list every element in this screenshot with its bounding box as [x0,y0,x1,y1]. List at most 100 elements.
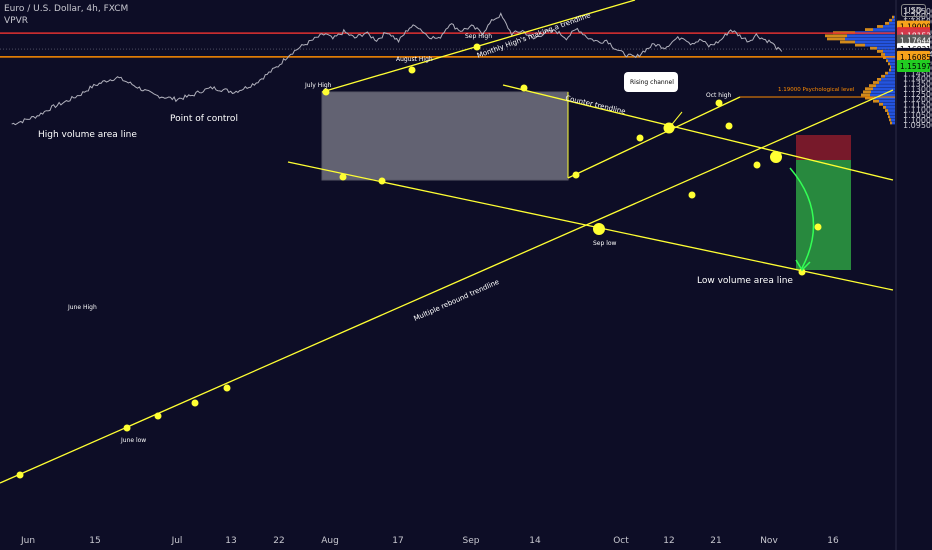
volume-bar-up [891,68,895,72]
counter-trendline-label: Counter trendline [565,94,627,116]
x-tick-label: Jul [171,536,183,546]
y-tick-label: 1.10500 [903,111,932,120]
touch-point-marker [322,88,330,96]
projection-arrow [789,167,815,269]
touch-point-marker [715,99,723,107]
touch-point-marker [572,171,580,179]
volume-bar-down [870,46,877,50]
volume-bar-up [877,46,895,50]
volume-bar-down [865,96,873,100]
multiple-rebound-trendline [0,89,894,484]
rising-channel-callout [624,72,678,92]
volume-bar-up [855,40,895,44]
volume-bar-down [855,43,865,47]
volume-bar-up [892,18,895,22]
x-tick-label: Oct [613,536,629,546]
y-tick-label: 1.12500 [903,90,932,99]
touch-point-marker [191,399,199,407]
x-tick-label: 14 [529,536,541,546]
x-tick-label: 16 [827,536,839,546]
breakout-point-marker [770,151,782,163]
psychological-level-label: 1.19000 Psychological level [778,87,855,93]
volume-bar-up [871,90,895,94]
lower-channel-trendline [287,161,894,291]
target-zone-box [796,160,851,270]
price-tag-text: 1.19000 [900,23,931,32]
touch-point-marker [16,471,24,479]
touch-point-marker [798,268,806,276]
touch-point-marker [378,177,386,185]
june-low-label: June low [120,437,146,444]
volume-bar-up [888,109,895,112]
touch-point-marker [223,384,231,392]
june-high-label: June High [67,304,97,311]
volume-bar-up [883,25,895,28]
volume-bar-up [881,77,895,81]
volume-bar-up [890,62,895,66]
volume-bar-down [865,87,873,91]
volume-bar-down [889,118,891,122]
projection-arrow-head [795,259,811,272]
multiple-rebound-trendline-label: Multiple rebound trendline [413,278,501,323]
volume-bar-up [883,102,895,106]
touch-point-marker [123,424,131,432]
stop-zone-box [796,135,851,160]
price-tag-box [897,60,930,73]
volume-bar-up [892,121,895,125]
poc-label: Point of control [170,114,238,124]
currency-badge[interactable]: USD [900,4,926,17]
volume-bar-up [865,43,895,47]
volume-bar-up [894,15,895,19]
touch-point-marker [814,223,822,231]
volume-bar-down [890,121,892,125]
volume-bar-up [847,34,895,38]
x-tick-label: 12 [663,536,674,546]
volume-bar-up [883,49,895,53]
sep-low-label: Sep low [593,240,617,247]
oct-high-label: Oct high [706,92,732,99]
y-tick-label: 1.13500 [903,80,932,89]
volume-bar-down [885,71,888,75]
volume-bar-up [845,37,895,41]
y-tick-label: 1.13000 [903,85,932,94]
touch-point-marker [753,161,761,169]
volume-bar-down [883,56,886,59]
volume-bar-up [888,71,895,75]
price-series-line [11,12,783,126]
volume-bar-up [890,115,895,119]
volume-bar-up [889,21,895,25]
monthly-highs-trendline-label: Monthly High's making a trendline [476,11,592,60]
volume-bar-up [873,28,895,31]
volume-bar-down [889,18,892,22]
touch-point-marker [520,84,528,92]
x-tick-label: 22 [273,536,284,546]
volume-bar-up [873,87,895,91]
y-tick-label: 1.09500 [903,121,932,130]
volume-bar-up [879,81,895,84]
volume-bar-down [885,109,888,112]
price-tag-text: 1.17644 [900,37,931,46]
consolidation-range-box [321,91,569,181]
rising-channel-upper [567,96,741,179]
high-volume-label: High volume area line [38,130,137,140]
rising-channel-label: Rising channel [630,79,674,86]
volume-bar-down [881,53,885,56]
volume-bar-down [890,65,891,69]
volume-bar-down [885,21,889,25]
august-high-label: August High [396,56,433,63]
touch-point-marker [339,173,347,181]
volume-bar-down [892,15,894,19]
y-tick-label: 1.14500 [903,69,932,78]
volume-bar-up [876,84,895,88]
price-tag-box [897,50,930,63]
y-tick-label: 1.12000 [903,95,932,104]
volume-bar-down [877,77,881,81]
touch-point-marker [636,134,644,142]
x-tick-label: Jun [20,536,35,546]
x-tick-label: 21 [710,536,721,546]
volume-bar-down [873,99,879,103]
volume-bar-down [888,115,890,119]
rising-channel-marker [663,122,675,134]
volume-bar-down [881,74,885,78]
